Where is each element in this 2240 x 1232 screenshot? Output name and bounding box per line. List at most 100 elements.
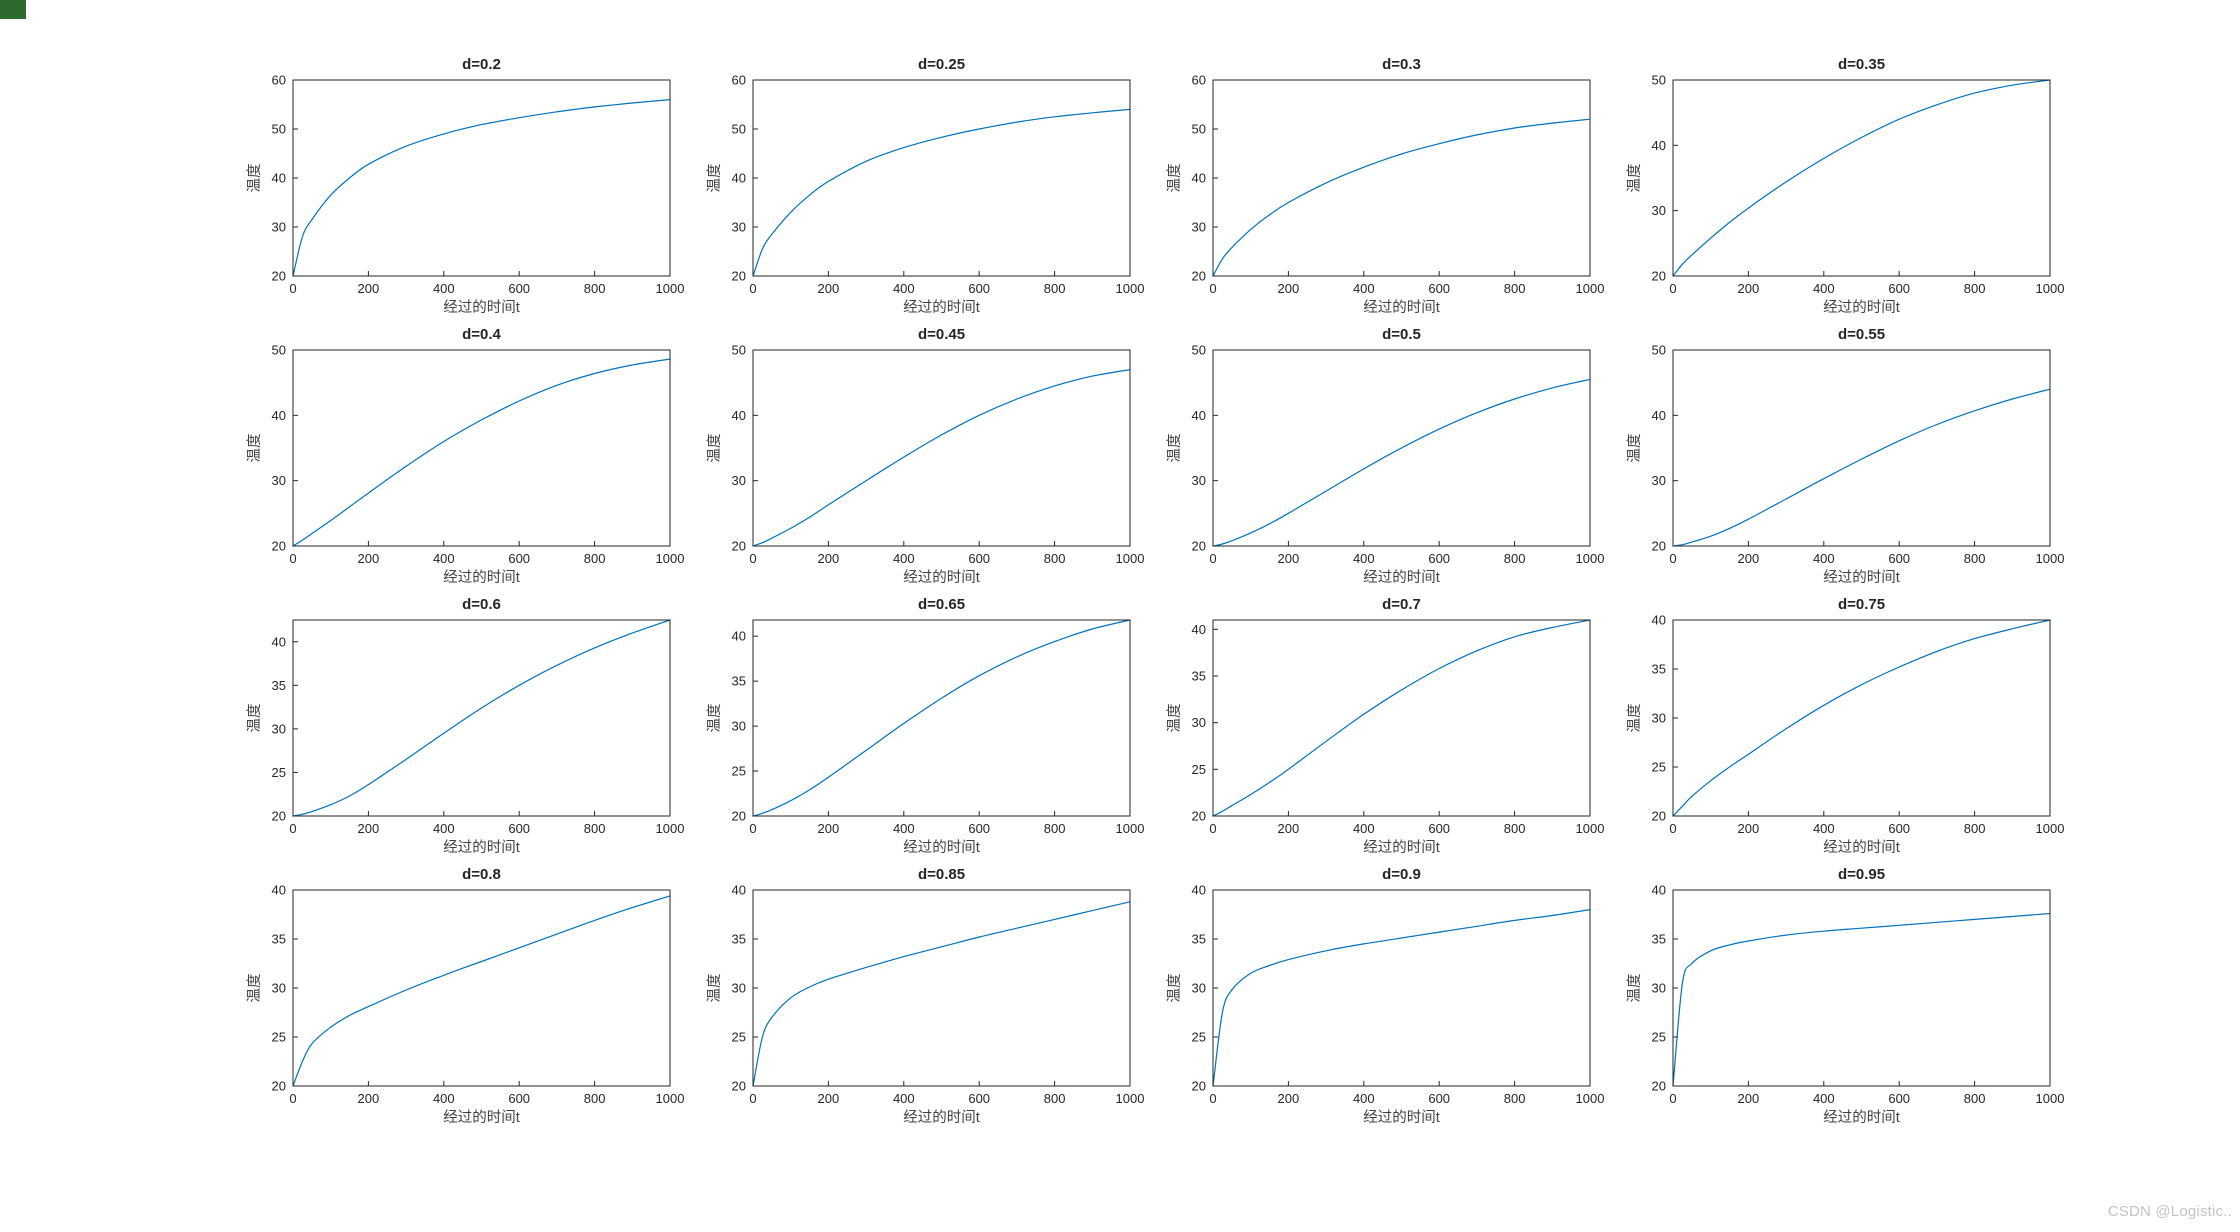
x-axis-tick-label: 200 xyxy=(818,821,840,836)
y-axis-tick-label: 40 xyxy=(1192,622,1206,637)
subplot-cell: 0 200 400 600 800 1000 20 30 40 50 60 d=0.3 经过的时间t 温度 xyxy=(1163,50,1623,320)
x-axis-tick-label: 400 xyxy=(433,281,455,296)
x-axis-tick-label: 1000 xyxy=(2036,551,2065,566)
plot-box xyxy=(292,349,671,547)
y-axis-tick-label: 50 xyxy=(272,122,286,137)
y-axis-label: 温度 xyxy=(1166,704,1183,733)
y-axis-tick-label: 20 xyxy=(272,1079,286,1094)
x-axis-label: 经过的时间t xyxy=(903,569,980,586)
y-axis-tick-label: 40 xyxy=(732,408,746,423)
plot-box xyxy=(752,79,1131,277)
y-axis-label: 温度 xyxy=(246,434,263,463)
y-axis-tick-label: 30 xyxy=(1652,473,1666,488)
y-axis-tick-label: 20 xyxy=(1652,539,1666,554)
subplot-cell: 0 200 400 600 800 1000 20 25 30 35 40 d=0.6 经过的时间t 温度 xyxy=(243,590,703,860)
x-axis-tick-label: 0 xyxy=(749,1091,756,1106)
y-axis-label: 温度 xyxy=(1166,164,1183,193)
y-axis-tick-label: 30 xyxy=(732,981,746,996)
x-axis-tick-label: 0 xyxy=(1669,1091,1676,1106)
x-axis-tick-label: 0 xyxy=(749,821,756,836)
x-axis-tick-label: 800 xyxy=(1044,281,1066,296)
subplot: 0 200 400 600 800 1000 20 25 30 35 40 d=0.85 经过的时间t 温… xyxy=(706,866,1145,1126)
x-axis-tick-label: 1000 xyxy=(656,551,685,566)
y-axis-tick-label: 30 xyxy=(1192,715,1206,730)
x-axis-tick-label: 1000 xyxy=(656,821,685,836)
plot-box xyxy=(292,889,671,1087)
subplot-cell: 0 200 400 600 800 1000 20 30 40 50 d=0.35 经过的时间t 温度 xyxy=(1623,50,2083,320)
x-axis-tick-label: 400 xyxy=(1353,821,1375,836)
x-axis-tick-label: 600 xyxy=(968,1091,990,1106)
subplot-title: d=0.85 xyxy=(918,866,965,883)
x-axis-tick-label: 0 xyxy=(289,281,296,296)
subplot-title: d=0.95 xyxy=(1838,866,1885,883)
x-axis-tick-label: 200 xyxy=(1738,551,1760,566)
subplot-cell: 0 200 400 600 800 1000 20 30 40 50 60 d=0.2 经过的时间t 温度 xyxy=(243,50,703,320)
y-axis-tick-label: 20 xyxy=(732,1079,746,1094)
plot-box xyxy=(1672,889,2051,1087)
x-axis-tick-label: 800 xyxy=(1044,821,1066,836)
y-axis-tick-label: 30 xyxy=(732,473,746,488)
x-axis-label: 经过的时间t xyxy=(443,299,520,316)
x-axis-tick-label: 600 xyxy=(1888,1091,1910,1106)
x-axis-tick-label: 1000 xyxy=(1116,1091,1145,1106)
y-axis-tick-label: 35 xyxy=(1192,669,1206,684)
y-axis-label: 温度 xyxy=(246,974,263,1003)
y-axis-tick-label: 40 xyxy=(1652,613,1666,628)
y-axis-tick-label: 25 xyxy=(1652,1030,1666,1045)
y-axis-tick-label: 40 xyxy=(732,171,746,186)
y-axis-tick-label: 35 xyxy=(732,932,746,947)
x-axis-tick-label: 800 xyxy=(584,281,606,296)
subplot-title: d=0.75 xyxy=(1838,596,1885,613)
x-axis-tick-label: 800 xyxy=(1504,821,1526,836)
y-axis-tick-label: 60 xyxy=(272,73,286,88)
y-axis-tick-label: 30 xyxy=(272,721,286,736)
y-axis-label: 温度 xyxy=(1166,434,1183,463)
subplot-title: d=0.6 xyxy=(462,596,501,613)
x-axis-tick-label: 800 xyxy=(1504,551,1526,566)
x-axis-tick-label: 600 xyxy=(968,281,990,296)
y-axis-tick-label: 50 xyxy=(1652,73,1666,88)
y-axis-tick-label: 25 xyxy=(272,1030,286,1045)
subplot: 0 200 400 600 800 1000 20 25 30 35 40 d=0.7 经过的时间t 温度 xyxy=(1166,596,1604,856)
y-axis-label: 温度 xyxy=(706,704,723,733)
x-axis-tick-label: 800 xyxy=(1964,551,1986,566)
x-axis-tick-label: 200 xyxy=(1738,281,1760,296)
curve-line xyxy=(752,901,1131,1087)
y-axis-label: 温度 xyxy=(1166,974,1183,1003)
y-axis-tick-label: 20 xyxy=(272,539,286,554)
curve-line xyxy=(752,108,1131,277)
x-axis-tick-label: 400 xyxy=(433,1091,455,1106)
x-axis-tick-label: 400 xyxy=(1353,1091,1375,1106)
x-axis-tick-label: 400 xyxy=(1813,1091,1835,1106)
y-axis-tick-label: 25 xyxy=(272,765,286,780)
x-axis-tick-label: 1000 xyxy=(2036,821,2065,836)
x-axis-tick-label: 800 xyxy=(1504,281,1526,296)
x-axis-tick-label: 400 xyxy=(433,821,455,836)
subplot: 0 200 400 600 800 1000 20 30 40 50 d=0.4 经过的时间t 温度 xyxy=(246,326,685,586)
x-axis-label: 经过的时间t xyxy=(1823,839,1900,856)
y-axis-tick-label: 50 xyxy=(1192,122,1206,137)
plot-box xyxy=(1212,79,1591,277)
y-axis-tick-label: 50 xyxy=(732,343,746,358)
plot-box xyxy=(752,349,1131,547)
x-axis-tick-label: 800 xyxy=(584,1091,606,1106)
y-axis-tick-label: 60 xyxy=(1192,73,1206,88)
x-axis-label: 经过的时间t xyxy=(1363,299,1440,316)
y-axis-tick-label: 20 xyxy=(732,809,746,824)
x-axis-tick-label: 1000 xyxy=(656,281,685,296)
y-axis-tick-label: 20 xyxy=(732,269,746,284)
subplot: 0 200 400 600 800 1000 20 30 40 50 60 d=0.2 经过的时间t 温度 xyxy=(246,56,685,316)
y-axis-tick-label: 35 xyxy=(272,678,286,693)
x-axis-tick-label: 200 xyxy=(1278,551,1300,566)
y-axis-label: 温度 xyxy=(706,434,723,463)
subplot: 0 200 400 600 800 1000 20 30 40 50 d=0.45 经过的时间t 温度 xyxy=(706,326,1144,586)
subplot-cell: 0 200 400 600 800 1000 20 25 30 35 40 d=0.7 经过的时间t 温度 xyxy=(1163,590,1623,860)
x-axis-tick-label: 800 xyxy=(1964,821,1986,836)
x-axis-tick-label: 400 xyxy=(433,551,455,566)
x-axis-tick-label: 600 xyxy=(1428,281,1450,296)
y-axis-tick-label: 50 xyxy=(272,343,286,358)
x-axis-label: 经过的时间t xyxy=(1363,569,1440,586)
subplot-cell: 0 200 400 600 800 1000 20 25 30 35 40 d=0.65 经过的时间t 温… xyxy=(703,590,1163,860)
x-axis-tick-label: 200 xyxy=(1278,821,1300,836)
y-axis-tick-label: 20 xyxy=(1652,809,1666,824)
